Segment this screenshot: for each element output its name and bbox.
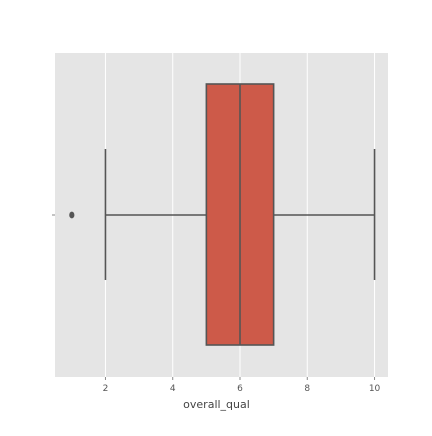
x-tick-label-2: 2 bbox=[103, 384, 109, 394]
x-axis-label: overall_qual bbox=[183, 398, 250, 411]
boxplot-marks bbox=[52, 83, 376, 346]
outlier-point-0 bbox=[69, 211, 75, 219]
x-tick-label-10: 10 bbox=[369, 384, 381, 394]
x-axis-ticks: 2 4 6 8 10 bbox=[103, 377, 381, 394]
x-tick-label-6: 6 bbox=[237, 384, 243, 394]
x-tick-label-4: 4 bbox=[170, 384, 176, 394]
x-tick-label-8: 8 bbox=[304, 384, 310, 394]
